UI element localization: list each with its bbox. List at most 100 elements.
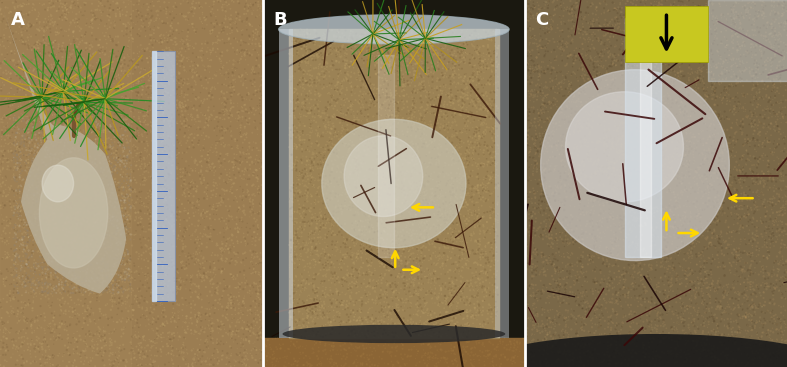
Point: [82, 187, 94, 193]
Point: [218, 40, 231, 46]
Point: [103, 12, 116, 18]
Point: [68, 174, 80, 179]
Point: [532, 3, 545, 8]
Point: [434, 225, 447, 231]
Point: [42, 226, 54, 232]
Point: [571, 103, 583, 109]
Point: [678, 203, 690, 208]
Point: [718, 340, 730, 346]
Point: [658, 181, 671, 187]
Point: [382, 321, 394, 327]
Point: [616, 0, 629, 4]
Point: [169, 298, 182, 304]
Point: [89, 156, 102, 161]
Point: [676, 267, 689, 273]
Point: [439, 52, 452, 58]
Point: [465, 232, 478, 238]
Point: [385, 199, 397, 205]
Point: [31, 115, 43, 121]
Point: [134, 340, 146, 346]
Point: [289, 229, 301, 235]
Point: [373, 128, 386, 134]
Point: [87, 129, 99, 135]
Point: [761, 138, 774, 143]
Point: [142, 170, 155, 175]
Point: [641, 117, 654, 123]
Point: [525, 120, 538, 126]
Point: [488, 255, 501, 261]
Point: [728, 177, 741, 182]
Point: [30, 344, 42, 350]
Point: [461, 148, 474, 153]
Point: [479, 287, 492, 293]
Point: [57, 150, 69, 156]
Point: [533, 15, 545, 21]
Point: [201, 165, 213, 171]
Point: [593, 112, 605, 118]
Point: [301, 308, 313, 314]
Point: [530, 268, 542, 274]
Point: [417, 307, 430, 313]
Point: [253, 333, 265, 339]
Point: [24, 300, 36, 306]
Point: [760, 224, 773, 230]
Point: [524, 10, 537, 15]
Point: [327, 274, 339, 280]
Point: [189, 229, 201, 235]
Point: [160, 352, 172, 358]
Point: [257, 42, 269, 48]
Point: [127, 307, 140, 313]
Point: [466, 184, 478, 189]
Point: [84, 134, 97, 140]
Point: [344, 171, 357, 177]
Point: [97, 150, 109, 156]
Point: [181, 226, 194, 232]
Point: [655, 208, 667, 214]
Point: [142, 95, 154, 101]
Point: [545, 262, 558, 268]
Point: [722, 69, 735, 75]
Point: [722, 225, 735, 230]
Point: [291, 129, 304, 135]
Point: [386, 304, 399, 310]
Point: [708, 132, 721, 138]
Point: [160, 272, 172, 278]
Point: [474, 327, 486, 333]
Point: [641, 107, 653, 113]
Point: [84, 355, 97, 361]
Point: [394, 285, 407, 291]
Point: [781, 222, 787, 228]
Point: [114, 216, 127, 222]
Point: [453, 268, 466, 274]
Point: [358, 148, 371, 153]
Point: [652, 309, 664, 315]
Point: [625, 246, 637, 252]
Point: [323, 309, 336, 315]
Point: [325, 259, 338, 265]
Point: [229, 305, 242, 311]
Point: [316, 355, 328, 361]
Point: [37, 235, 50, 241]
Point: [403, 156, 416, 161]
Point: [745, 168, 758, 174]
Point: [212, 39, 224, 44]
Point: [283, 360, 295, 366]
Point: [409, 211, 422, 217]
Point: [577, 169, 589, 175]
Point: [758, 239, 770, 245]
Point: [677, 103, 689, 109]
Point: [27, 305, 39, 311]
Point: [97, 333, 109, 338]
Point: [719, 14, 731, 19]
Point: [32, 237, 45, 243]
Point: [149, 123, 161, 128]
Point: [533, 122, 545, 128]
Point: [493, 356, 506, 362]
Point: [320, 51, 333, 57]
Point: [527, 110, 540, 116]
Point: [113, 140, 125, 146]
Point: [608, 156, 620, 162]
Point: [703, 148, 715, 153]
Point: [544, 163, 556, 169]
Point: [487, 200, 500, 206]
